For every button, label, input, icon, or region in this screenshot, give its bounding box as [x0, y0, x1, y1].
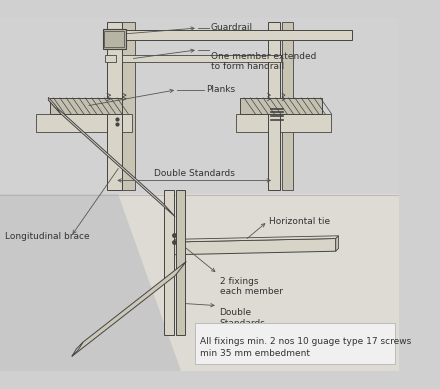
Bar — [36, 114, 132, 132]
Text: Guardrail: Guardrail — [210, 23, 253, 33]
Bar — [121, 55, 281, 63]
Polygon shape — [48, 100, 175, 217]
Bar — [107, 22, 121, 189]
Polygon shape — [48, 97, 60, 114]
Bar — [176, 189, 185, 335]
Bar — [164, 189, 174, 335]
Bar — [282, 22, 293, 189]
Bar — [0, 18, 399, 194]
Bar — [104, 31, 125, 47]
Bar — [240, 98, 322, 114]
Text: Double
Standards: Double Standards — [220, 308, 265, 328]
Polygon shape — [72, 342, 83, 356]
Bar — [268, 22, 280, 189]
Polygon shape — [336, 236, 338, 251]
Polygon shape — [168, 236, 338, 242]
Bar — [105, 55, 116, 63]
Bar — [103, 29, 126, 49]
Polygon shape — [72, 261, 186, 356]
Text: Longitudinal brace: Longitudinal brace — [4, 232, 89, 241]
Bar — [50, 98, 122, 114]
Polygon shape — [118, 194, 399, 371]
Text: All fixings min. 2 nos 10 guage type 17 screws
min 35 mm embedment: All fixings min. 2 nos 10 guage type 17 … — [200, 336, 411, 358]
Text: Planks: Planks — [206, 85, 235, 94]
Text: Horizontal tie: Horizontal tie — [269, 217, 330, 226]
Bar — [105, 30, 352, 40]
FancyBboxPatch shape — [195, 323, 395, 364]
Bar — [236, 114, 331, 132]
Text: One member extended
to form handrail: One member extended to form handrail — [210, 52, 316, 71]
Polygon shape — [168, 238, 336, 255]
Text: Double Standards: Double Standards — [154, 169, 235, 178]
Bar — [0, 194, 399, 371]
Bar — [122, 22, 135, 189]
Text: 2 fixings
each member: 2 fixings each member — [220, 277, 282, 296]
